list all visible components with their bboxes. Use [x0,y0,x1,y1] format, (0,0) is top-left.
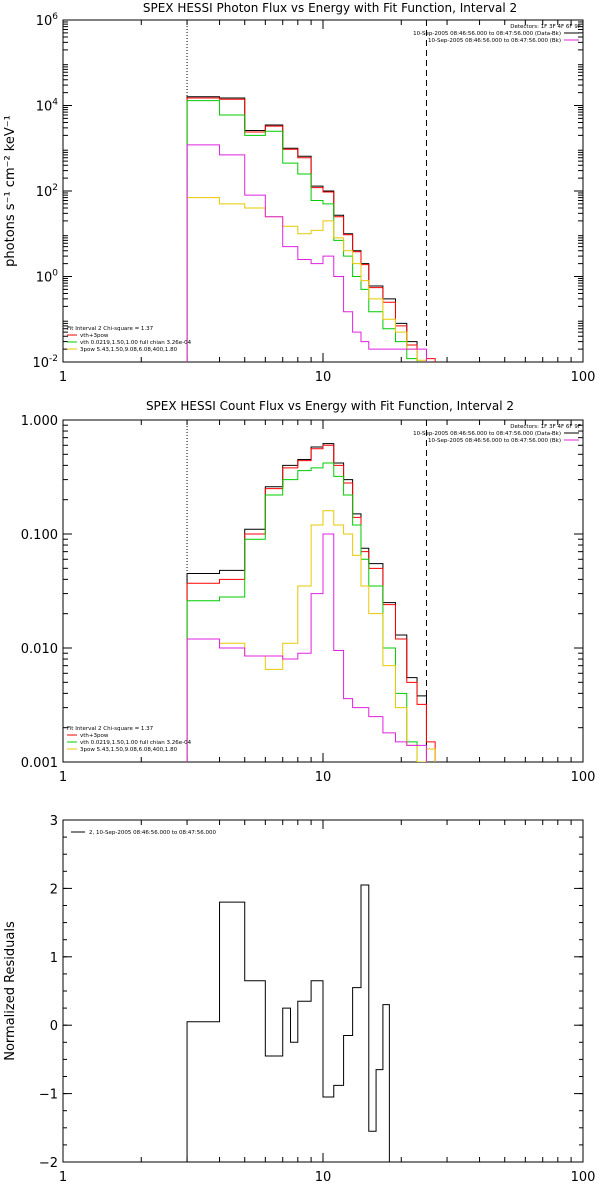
x-tick-label: 10 [315,370,332,385]
y-tick-exponent: -2 [49,354,58,364]
y-tick-label: 3 [50,814,58,829]
fit-legend-entry: vth 0.0219,1.50,1.00 full chian 3.26e-04 [80,340,192,346]
y-tick-base: 10 [36,271,53,286]
legend-entry: 10-Sep-2005 08:46:56.000 to 08:47:56.000… [413,31,561,37]
y-tick-label: 1.000 [21,414,58,429]
y-tick-label: −2 [39,1156,58,1171]
y-axis-label: photons s⁻¹ cm⁻² keV⁻¹ [3,115,18,267]
x-tick-label: 10 [315,770,332,785]
y-axis-label: Normalized Residuals [3,921,18,1061]
fit-legend-entry: 3pow 5.43,1.50,9.08,6.08,400,1.80 [80,747,178,753]
y-tick-label: 0 [50,1019,58,1034]
y-tick-exponent: 0 [52,269,58,279]
y-tick-base: 10 [36,185,53,200]
series-line-3 [186,510,436,762]
x-tick-label: 100 [571,370,596,385]
detectors-label: Detectors: 1F 3F 4F 6F 9F [510,24,581,30]
series-group [186,96,436,362]
series-line-2 [186,100,427,362]
y-tick-base: 10 [36,14,53,29]
y-tick-base: 10 [36,100,53,115]
chart-title: SPEX HESSI Photon Flux vs Energy with Fi… [143,1,517,15]
y-tick-exponent: 2 [52,183,58,193]
y-tick-label: 102 [36,183,58,200]
legend-entry: 10-Sep-2005 08:46:56.000 to 08:47:56.000… [428,438,561,444]
y-tick-exponent: 6 [52,12,58,22]
y-tick-exponent: 4 [52,98,58,108]
fit-legend-entry: vth+3pow [80,333,109,339]
x-tick-label: 1 [59,370,67,385]
series-group [186,884,390,1162]
y-tick-label: 0.100 [21,528,58,543]
residuals-panel: 1 10 100 −2 −1 0 1 2 3 Normalized Residuals 2, 10-… [3,814,595,1185]
x-tick-label: 1 [59,770,67,785]
fit-legend-entry: vth 0.0219,1.50,1.00 full chian 3.26e-04 [80,740,192,746]
y-tick-label: 2 [50,882,58,897]
fit-legend-header: Fit Interval 2 Chi-square = 1.37 [67,726,154,732]
y-tick-label: 100 [36,269,59,286]
residual-legend-entry: 2, 10-Sep-2005 08:46:56.000 to 08:47:56.… [89,830,216,836]
series-line-0 [186,884,390,1162]
series-line-4 [186,533,427,762]
series-line-4 [186,144,427,362]
series-line-3 [186,197,427,362]
y-tick-label: 0.010 [21,642,58,657]
x-tick-label: 10 [315,1170,332,1185]
detectors-label: Detectors: 1F 3F 4F 6F 9F [510,424,581,430]
y-tick-label: 0.001 [21,756,58,771]
x-tick-label: 1 [59,1170,67,1185]
x-tick-label: 100 [571,1170,596,1185]
fit-legend-entry: 3pow 5.43,1.50,9.08,6.08,400,1.80 [80,347,178,353]
y-tick-label: 104 [36,98,59,115]
fit-legend-entry: vth+3pow [80,733,109,739]
series-line-0 [186,96,427,362]
y-tick-label: −1 [39,1088,58,1103]
series-line-2 [186,462,427,762]
photon-flux-panel: SPEX HESSI Photon Flux vs Energy with Fi… [3,1,595,385]
series-group [186,443,436,762]
x-tick-label: 100 [571,770,596,785]
y-tick-label: 106 [36,12,59,29]
y-tick-label: 10-2 [32,354,58,371]
fit-legend-header: Fit Interval 2 Chi-square = 1.37 [67,326,154,332]
series-line-0 [186,443,427,762]
y-tick-label: 1 [50,951,58,966]
legend-entry: 10-Sep-2005 08:46:56.000 to 08:47:56.000… [413,431,561,437]
count-flux-panel: SPEX HESSI Count Flux vs Energy with Fit… [21,399,596,785]
y-tick-base: 10 [32,356,49,371]
chart-title: SPEX HESSI Count Flux vs Energy with Fit… [146,399,514,413]
legend-entry: 10-Sep-2005 08:46:56.000 to 08:47:56.000… [428,38,561,44]
